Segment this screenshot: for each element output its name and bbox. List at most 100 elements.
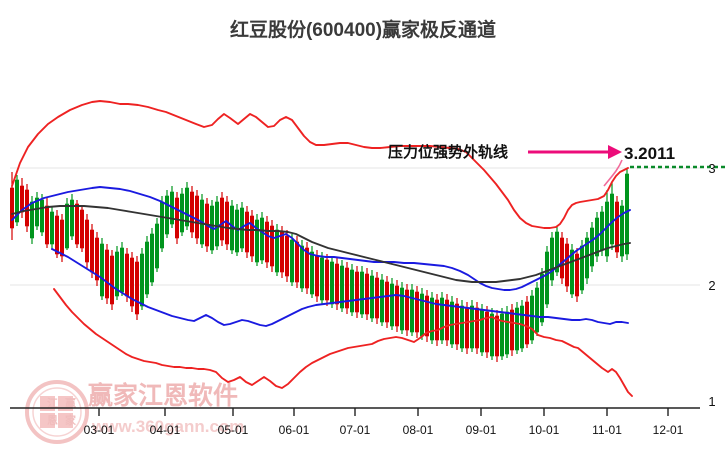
- x-tick-label: 04-01: [150, 423, 181, 437]
- annotation-hook-line: [603, 159, 623, 187]
- candle-body: [235, 209, 240, 253]
- resistance-price-label: 3.2011: [624, 144, 675, 163]
- candle-body: [29, 201, 34, 239]
- candle-body: [384, 281, 389, 323]
- candle-body: [534, 287, 539, 333]
- channel-bands: [11, 100, 633, 397]
- candle-body: [80, 209, 85, 249]
- candle-body: [34, 197, 39, 227]
- candle-body: [145, 241, 150, 295]
- x-tick-label: 11-01: [592, 423, 622, 437]
- candle-body: [624, 173, 629, 255]
- candle-body: [175, 197, 180, 239]
- seal-char-tr: 赢: [65, 396, 76, 410]
- candle-body: [549, 237, 554, 281]
- annotation-arrow-head: [608, 145, 622, 159]
- candle-body: [539, 273, 544, 323]
- band-line: [53, 288, 633, 397]
- x-tick-label: 03-01: [84, 423, 115, 437]
- x-tick-label: 08-01: [403, 423, 434, 437]
- candle-body: [75, 203, 80, 245]
- candle-body: [10, 187, 15, 229]
- candle-body: [130, 257, 135, 307]
- candle-body: [150, 233, 155, 283]
- candle-body: [65, 203, 70, 249]
- candle-body: [54, 215, 59, 255]
- watermark: 江 赢 恩 家 赢家江恩软件 www.360gann.com: [25, 380, 244, 444]
- candle-body: [279, 231, 284, 273]
- candle-body: [479, 309, 484, 353]
- candle-body: [339, 265, 344, 309]
- page-title: 红豆股份(600400)赢家极反通道: [230, 18, 496, 41]
- candle-body: [569, 249, 574, 295]
- candle-body: [85, 219, 90, 263]
- candle-body: [44, 205, 49, 245]
- candle-body: [399, 287, 404, 331]
- candle-body: [220, 197, 225, 241]
- candle-body: [250, 215, 255, 257]
- watermark-seal-icon: 江 赢 恩 家: [25, 380, 89, 444]
- candle-body: [414, 291, 419, 333]
- candle-body: [434, 299, 439, 341]
- candle-body: [514, 307, 519, 351]
- band-line: [51, 248, 629, 327]
- candle-body: [524, 301, 529, 345]
- watermark-brand: 赢家江恩软件: [88, 381, 238, 410]
- candle-body: [574, 253, 579, 297]
- candle-body: [619, 205, 624, 257]
- band-line: [11, 100, 629, 229]
- candle-body: [349, 269, 354, 313]
- seal-char-tl: 江: [47, 396, 58, 410]
- candle-body: [329, 261, 334, 305]
- candle-body: [284, 235, 289, 277]
- candle-body: [299, 245, 304, 289]
- candle-body: [439, 297, 444, 341]
- x-tick-label: 09-01: [466, 423, 497, 437]
- candle-body: [160, 201, 165, 249]
- candle-body: [100, 243, 105, 297]
- candle-body: [140, 253, 145, 307]
- candle-body: [319, 257, 324, 301]
- resistance-annotation: 压力位强势外轨线 3.2011: [388, 143, 675, 187]
- candle-body: [135, 261, 140, 315]
- y-axis-ticks: 3 2 1: [708, 161, 715, 409]
- candle-body: [499, 313, 504, 357]
- candle-body: [464, 307, 469, 349]
- y-tick-label: 1: [708, 394, 715, 409]
- candle-body: [259, 217, 264, 261]
- candle-body: [504, 311, 509, 355]
- candle-body: [15, 179, 20, 223]
- candle-body: [59, 219, 64, 257]
- candle-body: [609, 193, 614, 245]
- candle-body: [484, 311, 489, 353]
- candle-body: [364, 273, 369, 315]
- candle-body: [324, 259, 329, 301]
- candle-body: [245, 211, 250, 253]
- annotation-label: 压力位强势外轨线: [388, 143, 508, 161]
- candle-body: [404, 289, 409, 331]
- candle-body: [554, 231, 559, 273]
- candle-body: [215, 201, 220, 247]
- candle-body: [274, 229, 279, 273]
- band-line: [11, 186, 631, 291]
- candle-body: [424, 295, 429, 337]
- candle-body: [309, 251, 314, 295]
- candle-body: [449, 301, 454, 345]
- candle-body: [379, 279, 384, 323]
- candle-body: [110, 255, 115, 305]
- candle-body: [474, 307, 479, 349]
- candle-body: [125, 253, 130, 297]
- candle-body: [494, 315, 499, 357]
- candle-body: [39, 199, 44, 233]
- candle-body: [529, 295, 534, 341]
- y-tick-label: 3: [708, 161, 715, 176]
- candle-body: [115, 251, 120, 297]
- seal-char-br: 家: [65, 413, 77, 427]
- candle-body: [489, 313, 494, 357]
- candle-body: [509, 309, 514, 351]
- candle-body: [544, 251, 549, 305]
- candle-body: [409, 289, 414, 333]
- x-tick-label: 10-01: [529, 423, 560, 437]
- candlestick-series: [10, 168, 629, 362]
- candle-body: [394, 285, 399, 327]
